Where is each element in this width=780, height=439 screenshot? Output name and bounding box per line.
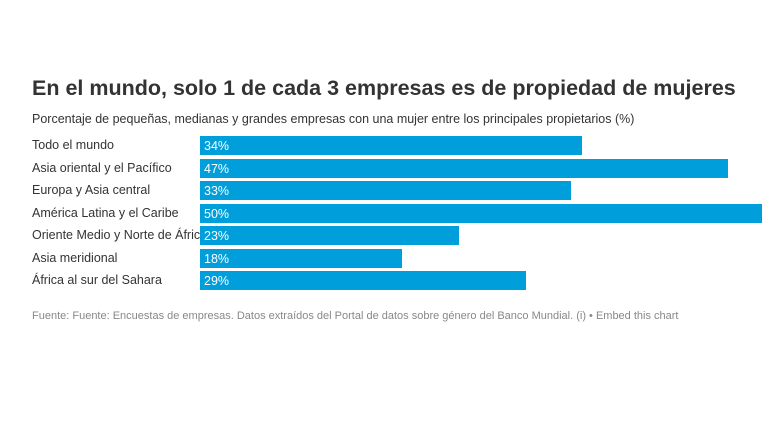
value-label: 50% [204, 206, 230, 221]
bar [200, 158, 729, 178]
category-label: Oriente Medio y Norte de África [32, 228, 208, 242]
category-label: África al sur del Sahara [32, 273, 162, 287]
category-label: Asia oriental y el Pacífico [32, 160, 172, 175]
value-label: 34% [204, 139, 230, 153]
bar [200, 248, 403, 268]
source-note: Fuente: Fuente: Encuestas de empresas. D… [32, 310, 679, 322]
bar [200, 181, 571, 200]
category-label: Todo el mundo [32, 138, 115, 152]
bar [200, 271, 526, 290]
value-label: 29% [204, 274, 230, 288]
category-label: Asia meridional [32, 250, 118, 265]
bar [200, 203, 762, 223]
chart-title: En el mundo, solo 1 de cada 3 empresas e… [32, 76, 736, 100]
value-label: 18% [204, 251, 230, 266]
category-label: América Latina y el Caribe [32, 205, 179, 220]
chart-subtitle: Porcentaje de pequeñas, medianas y grand… [32, 112, 635, 126]
bar-row: Europa y Asia central 33% [0, 181, 780, 201]
bar-row: Oriente Medio y Norte de África 23% [0, 226, 780, 246]
bar-row: Asia meridional 18% [0, 248, 780, 269]
value-label: 47% [204, 161, 230, 176]
bar [200, 136, 583, 155]
bar-row: América Latina y el Caribe 50% [0, 203, 780, 224]
value-label: 23% [204, 229, 230, 243]
bar-row: África al sur del Sahara 29% [0, 271, 780, 291]
value-label: 33% [204, 184, 230, 198]
category-label: Europa y Asia central [32, 183, 151, 197]
bar-row: Todo el mundo 34% [0, 136, 780, 156]
bar [200, 226, 459, 245]
bar-row: Asia oriental y el Pacífico 47% [0, 158, 780, 179]
